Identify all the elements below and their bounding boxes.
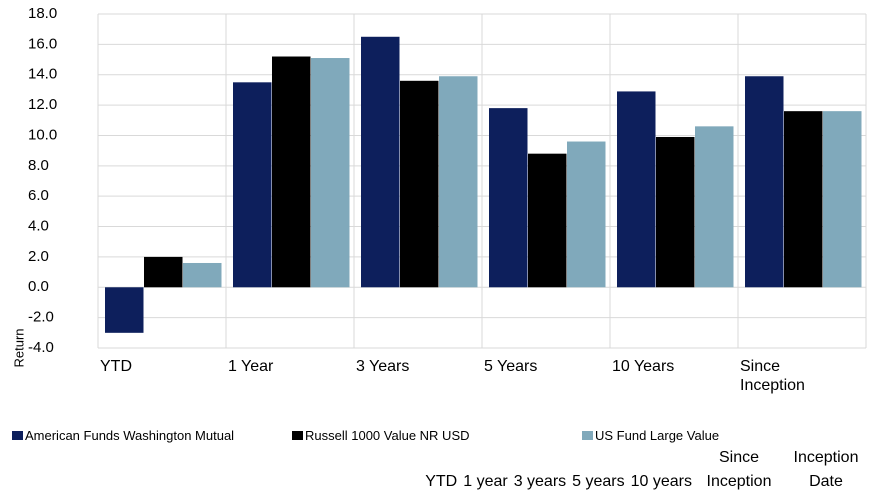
y-tick-label: -2.0 xyxy=(28,309,54,326)
y-tick-label: 12.0 xyxy=(28,96,57,113)
legend-item: US Fund Large Value xyxy=(582,428,719,443)
bar xyxy=(823,111,862,288)
legend-item: American Funds Washington Mutual xyxy=(12,428,234,443)
legend-label: US Fund Large Value xyxy=(595,428,720,443)
table-header-cell: 3 years xyxy=(513,473,567,490)
x-tick-label: 3 Years xyxy=(356,358,410,375)
y-axis-title: Return xyxy=(11,328,26,367)
bar xyxy=(183,262,222,288)
y-tick-label: -4.0 xyxy=(28,339,54,356)
bar xyxy=(567,141,606,288)
y-tick-label: 10.0 xyxy=(28,126,57,143)
bar xyxy=(528,153,567,288)
table-header-cell: YTD xyxy=(425,473,458,490)
bar xyxy=(784,111,823,288)
legend-item: Russell 1000 Value NR USD xyxy=(292,428,470,443)
y-tick-label: 14.0 xyxy=(28,66,57,83)
table-header-cell: 10 years xyxy=(630,473,692,490)
y-tick-label: 4.0 xyxy=(28,218,49,235)
table-header: YTD 1 year 3 years 5 years 10 years Since Inc… xyxy=(425,446,866,494)
table-header-cell: Inception Date xyxy=(793,449,859,490)
table-header-cell: 1 year xyxy=(463,473,508,490)
bar xyxy=(489,108,528,288)
bar xyxy=(311,58,350,288)
legend-swatch xyxy=(582,431,593,440)
legend-label: American Funds Washington Mutual xyxy=(25,428,235,443)
y-tick-label: 8.0 xyxy=(28,157,49,174)
bar xyxy=(233,82,272,288)
table-header-cell: 5 years xyxy=(572,473,625,490)
bar xyxy=(617,91,656,288)
bar xyxy=(361,36,400,288)
legend-swatch xyxy=(292,431,303,440)
bar xyxy=(439,76,478,288)
y-tick-label: 0.0 xyxy=(28,278,49,295)
y-tick-label: 2.0 xyxy=(28,248,49,265)
x-tick-label: 10 Years xyxy=(612,358,675,375)
x-tick-label: 5 Years xyxy=(484,358,538,375)
legend-swatch xyxy=(12,431,23,440)
y-tick-label: 16.0 xyxy=(28,35,57,52)
table-header-cell: Since Inception xyxy=(706,449,772,490)
bar xyxy=(656,136,695,288)
legend-label: Russell 1000 Value NR USD xyxy=(305,428,470,443)
bar xyxy=(144,256,183,288)
y-tick-label: 6.0 xyxy=(28,187,49,204)
y-tick-label: 18.0 xyxy=(28,5,57,22)
x-tick-label: YTD xyxy=(100,358,132,375)
bar xyxy=(105,287,144,333)
x-tick-label: Since Inception xyxy=(740,358,805,394)
bar xyxy=(695,126,734,288)
bar xyxy=(272,56,311,288)
bar xyxy=(745,76,784,288)
x-tick-label: 1 Year xyxy=(228,358,274,375)
bar xyxy=(400,80,439,288)
